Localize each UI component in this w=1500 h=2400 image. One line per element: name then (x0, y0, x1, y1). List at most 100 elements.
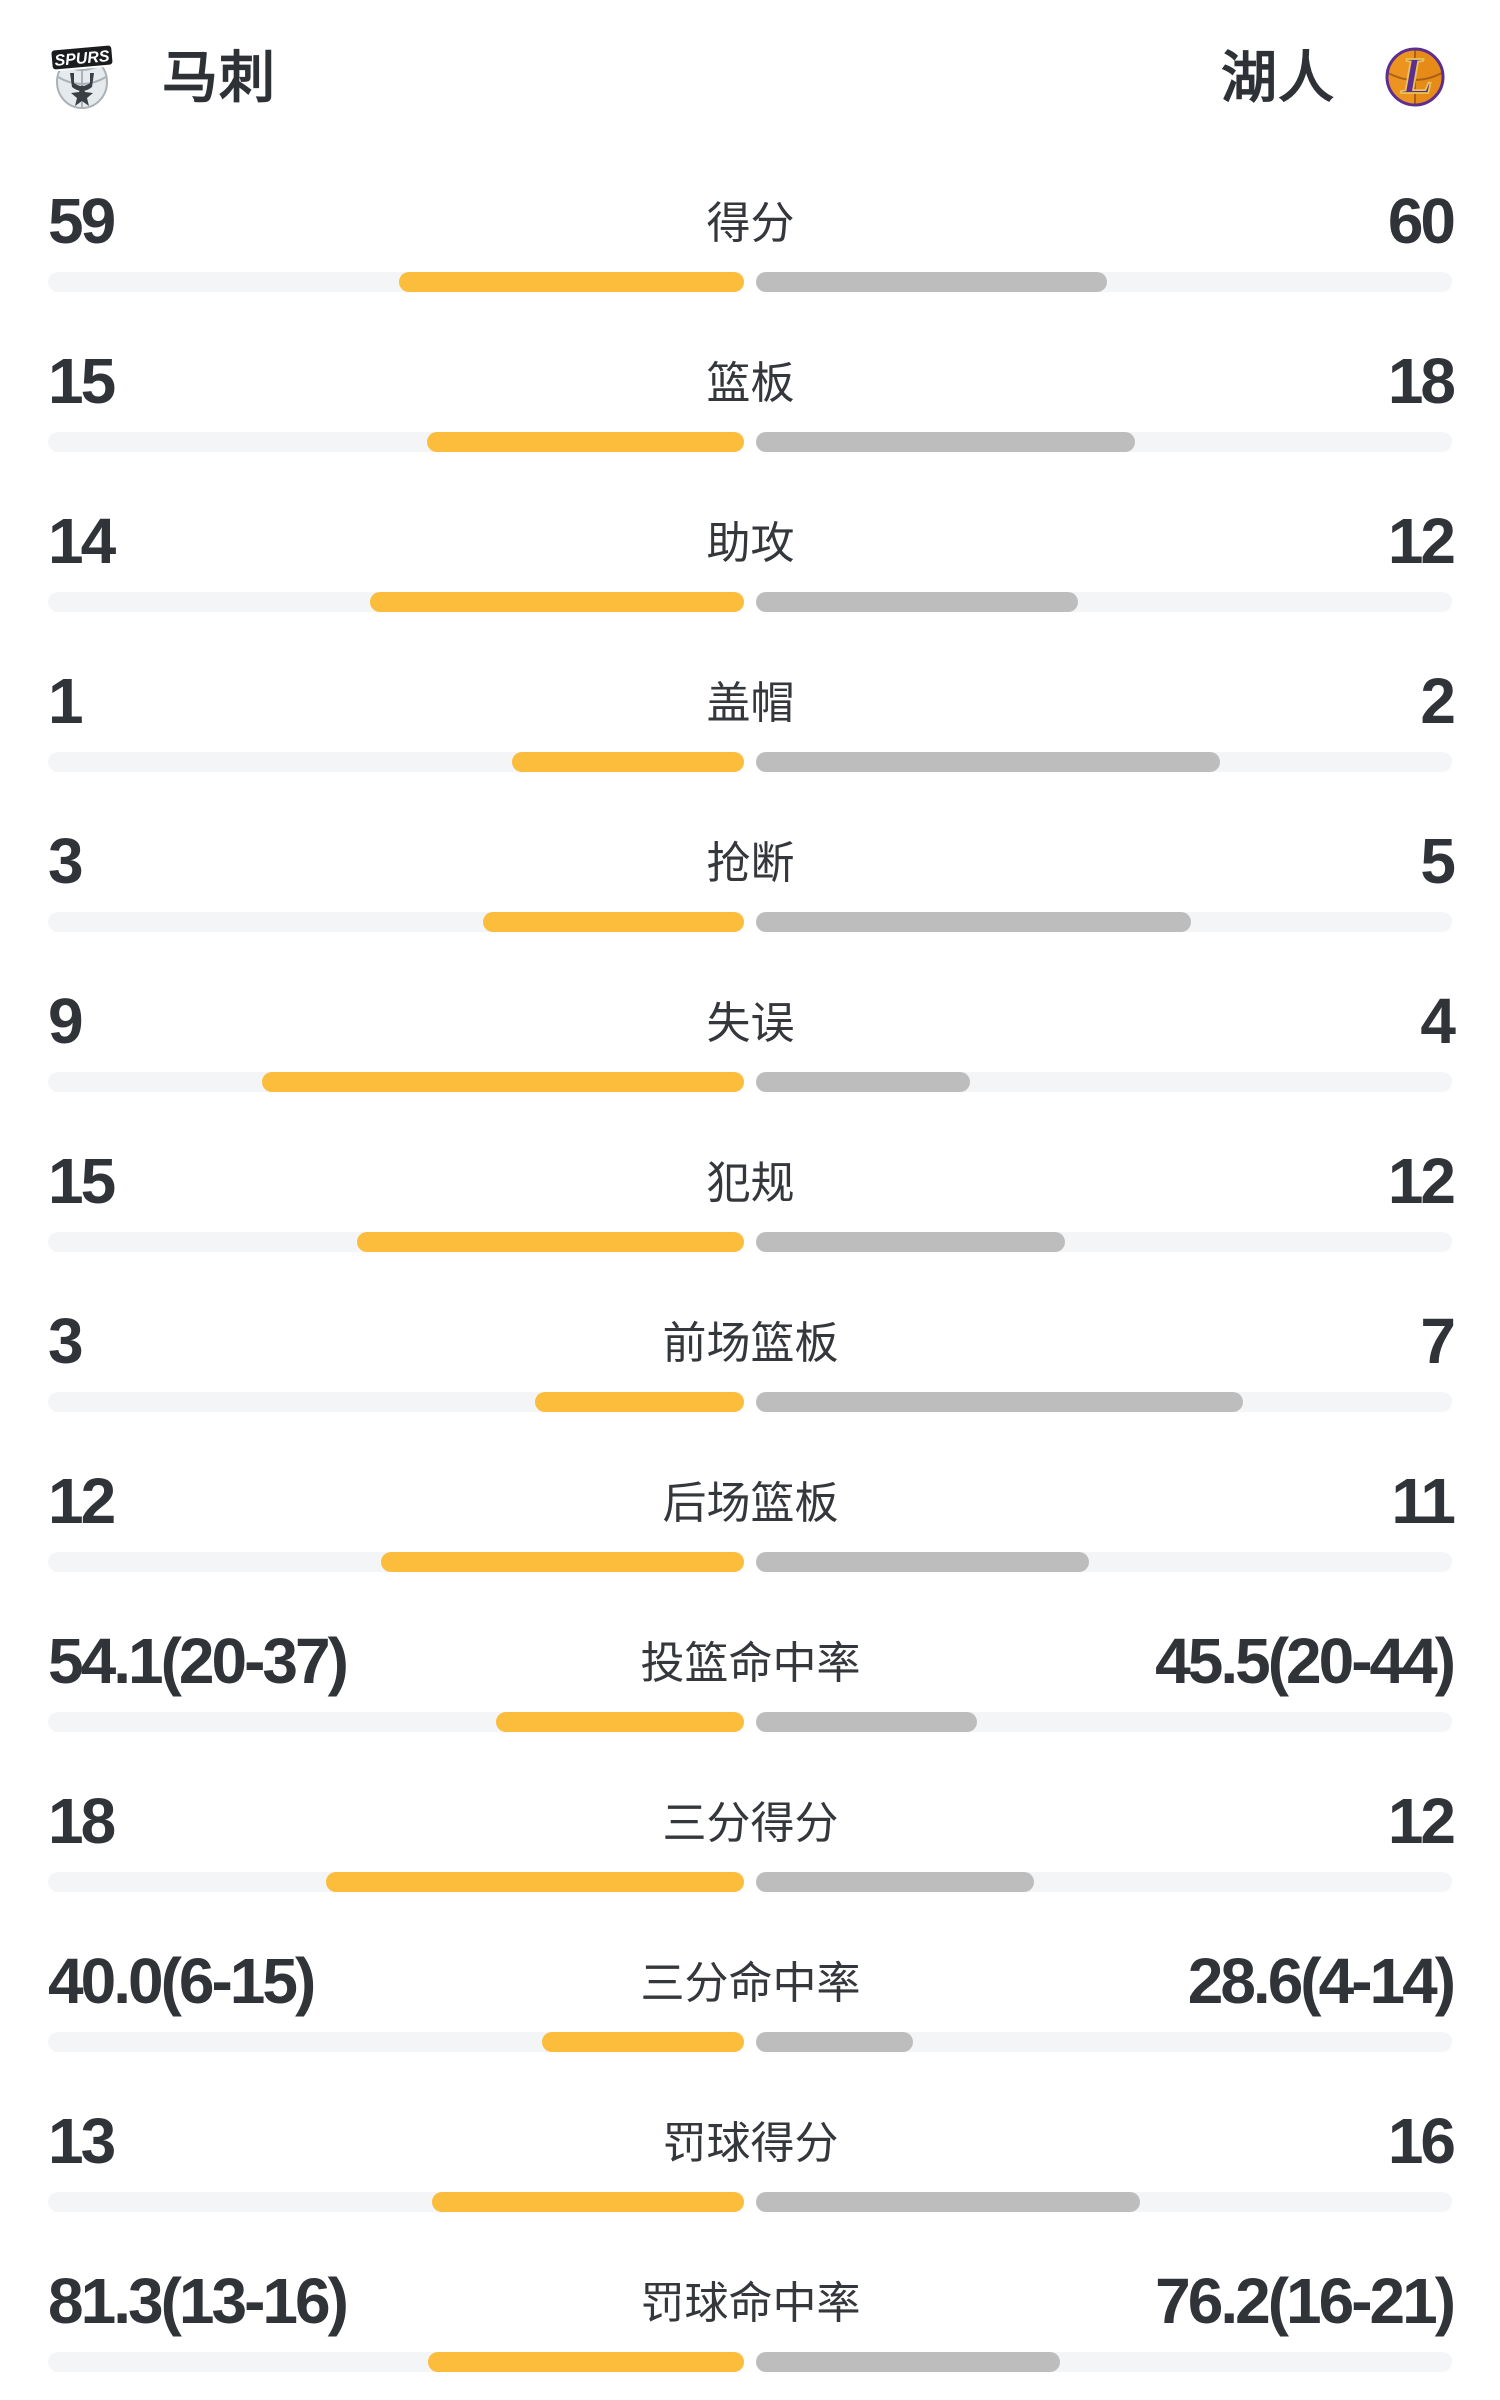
bars-center-gap (744, 1072, 756, 1092)
home-bar-track (48, 1552, 744, 1572)
home-value: 3 (48, 1305, 84, 1377)
away-bar-track (756, 1232, 1452, 1252)
bars-center-gap (744, 432, 756, 452)
home-bar-track (48, 432, 744, 452)
home-value: 18 (48, 1785, 116, 1857)
stat-row: 81.3(13-16) 罚球命中率 76.2(16-21) (0, 2222, 1500, 2382)
away-value: 5 (1420, 825, 1456, 897)
away-value: 2 (1420, 665, 1456, 737)
home-value: 1 (48, 665, 84, 737)
away-value: 60 (1387, 185, 1456, 257)
home-bar-fill (398, 272, 744, 292)
away-bar-track (756, 432, 1452, 452)
home-bar-fill (542, 2032, 744, 2052)
home-bar-fill (357, 1232, 744, 1252)
away-value: 18 (1387, 345, 1456, 417)
away-bar-fill (756, 272, 1107, 292)
away-bar-track (756, 272, 1452, 292)
away-value: 12 (1387, 1785, 1456, 1857)
home-bar-track (48, 752, 744, 772)
stat-label: 三分命中率 (640, 1959, 861, 2008)
stat-label: 得分 (706, 199, 795, 248)
bars-center-gap (744, 1712, 756, 1732)
stat-label: 前场篮板 (662, 1319, 839, 1368)
stat-row: 3 抢断 5 (0, 782, 1500, 942)
stat-row: 12 后场篮板 11 (0, 1422, 1500, 1582)
comparison-bars (48, 1872, 1452, 1892)
comparison-bars (48, 1552, 1452, 1572)
away-bar-track (756, 1872, 1452, 1892)
stat-row: 3 前场篮板 7 (0, 1262, 1500, 1422)
comparison-bars (48, 272, 1452, 292)
stat-values-line: 3 前场篮板 7 (48, 1305, 1456, 1377)
away-bar-fill (756, 592, 1078, 612)
stat-values-line: 13 罚球得分 16 (48, 2105, 1456, 2177)
stat-values-line: 9 失误 4 (48, 989, 1456, 1056)
stat-values-line: 1 盖帽 2 (48, 665, 1456, 737)
home-bar-fill (432, 2192, 744, 2212)
stat-row: 1 盖帽 2 (0, 622, 1500, 782)
bars-center-gap (744, 1392, 756, 1412)
away-bar-fill (756, 2192, 1141, 2212)
team-home-name: 马刺 (162, 46, 276, 109)
stat-label: 罚球命中率 (640, 2279, 861, 2328)
away-bar-fill (756, 1392, 1244, 1412)
home-bar-track (48, 272, 744, 292)
home-bar-fill (262, 1072, 744, 1092)
home-bar-track (48, 1712, 744, 1732)
stat-values-line: 40.0(6-15) 三分命中率 28.6(4-14) (48, 1945, 1456, 2017)
stat-row: 59 得分 60 (0, 142, 1500, 302)
away-value: 12 (1387, 505, 1456, 577)
home-value: 3 (48, 825, 84, 897)
comparison-bars (48, 1072, 1452, 1092)
stat-label: 投篮命中率 (640, 1639, 861, 1688)
away-value: 12 (1387, 1145, 1456, 1217)
stat-values-line: 15 篮板 18 (48, 345, 1456, 417)
home-value: 15 (48, 345, 116, 417)
away-bar-fill (756, 1072, 971, 1092)
away-bar-fill (756, 1232, 1066, 1252)
away-value: 7 (1420, 1305, 1456, 1377)
away-bar-track (756, 1392, 1452, 1412)
home-bar-fill (380, 1552, 744, 1572)
home-bar-fill (512, 752, 744, 772)
home-bar-fill (369, 592, 744, 612)
away-bar-fill (756, 2032, 914, 2052)
stat-label: 犯规 (706, 1159, 795, 1208)
stat-values-line: 12 后场篮板 11 (48, 1465, 1456, 1537)
away-value: 28.6(4-14) (1187, 1945, 1456, 2017)
stat-values-line: 59 得分 60 (48, 185, 1456, 257)
home-value: 15 (48, 1145, 116, 1217)
home-value: 59 (48, 185, 116, 257)
comparison-bars (48, 752, 1452, 772)
away-bar-track (756, 592, 1452, 612)
home-bar-fill (427, 432, 744, 452)
home-value: 81.3(13-16) (48, 2265, 349, 2337)
away-bar-fill (756, 432, 1136, 452)
home-value: 13 (48, 2105, 116, 2177)
stat-label: 助攻 (706, 519, 795, 568)
stat-label: 三分得分 (662, 1799, 839, 1848)
comparison-bars (48, 2352, 1452, 2372)
stat-row: 15 篮板 18 (0, 302, 1500, 462)
away-value: 76.2(16-21) (1155, 2265, 1456, 2337)
home-bar-fill (326, 1872, 744, 1892)
home-bar-track (48, 2352, 744, 2372)
home-bar-track (48, 2192, 744, 2212)
away-bar-track (756, 912, 1452, 932)
comparison-bars (48, 2192, 1452, 2212)
home-bar-track (48, 2032, 744, 2052)
bars-center-gap (744, 2032, 756, 2052)
home-bar-fill (496, 1712, 744, 1732)
bars-center-gap (744, 272, 756, 292)
stat-label: 罚球得分 (662, 2119, 839, 2168)
away-bar-fill (756, 2352, 1061, 2372)
home-value: 12 (48, 1465, 116, 1537)
away-bar-track (756, 1072, 1452, 1092)
stat-row: 9 失误 4 (0, 942, 1500, 1102)
comparison-bars (48, 912, 1452, 932)
stat-values-line: 18 三分得分 12 (48, 1785, 1456, 1857)
stat-values-line: 54.1(20-37) 投篮命中率 45.5(20-44) (48, 1629, 1456, 1696)
stat-label: 抢断 (706, 839, 795, 888)
home-bar-fill (428, 2352, 744, 2372)
